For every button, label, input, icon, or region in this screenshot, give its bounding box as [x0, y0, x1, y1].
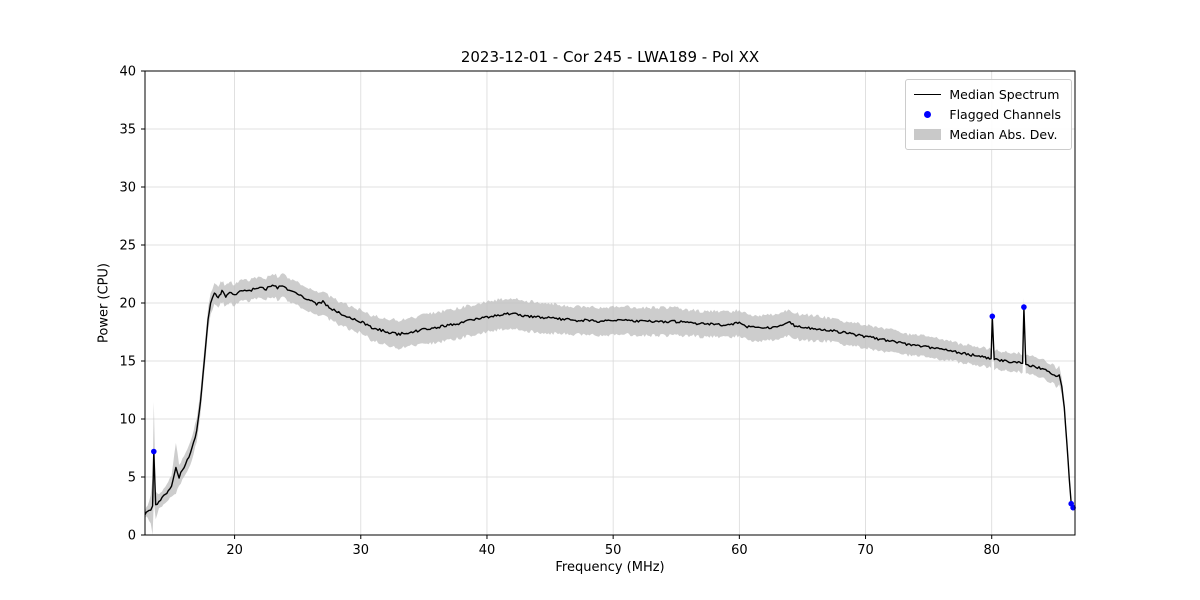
legend-label: Median Abs. Dev.: [949, 127, 1058, 142]
legend-label: Flagged Channels: [949, 107, 1061, 122]
y-tick-label: 5: [128, 471, 136, 486]
mad-band-patch-icon: [914, 129, 942, 140]
y-tick-label: 30: [119, 181, 136, 196]
x-tick-label: 40: [479, 543, 496, 558]
y-tick-label: 25: [119, 239, 136, 254]
x-tick-label: 80: [983, 543, 1000, 558]
x-tick-label: 20: [226, 543, 243, 558]
y-tick-label: 40: [119, 65, 136, 80]
legend: Median Spectrum Flagged Channels Median …: [905, 79, 1072, 150]
mad-band: [145, 273, 1074, 535]
legend-item-median-abs-dev: Median Abs. Dev.: [914, 126, 1061, 143]
flagged-channels: [151, 304, 1076, 511]
x-tick-label: 50: [605, 543, 622, 558]
flagged-channel-dot-icon: [914, 111, 941, 118]
y-tick-label: 35: [119, 123, 136, 138]
flagged-channel-point: [1021, 304, 1027, 310]
legend-item-median-spectrum: Median Spectrum: [914, 86, 1061, 103]
y-tick-label: 15: [119, 355, 136, 370]
chart-title: 2023-12-01 - Cor 245 - LWA189 - Pol XX: [460, 48, 760, 66]
legend-item-flagged-channels: Flagged Channels: [914, 106, 1061, 123]
flagged-channel-point: [1070, 504, 1076, 511]
legend-label: Median Spectrum: [949, 87, 1060, 102]
median-spectrum-line-icon: [914, 94, 942, 95]
median-spectrum-line: [144, 284, 1074, 516]
flagged-channel-point: [989, 313, 996, 320]
y-axis-label: Power (CPU): [96, 262, 112, 344]
y-tick-label: 10: [119, 413, 136, 428]
ticks: 20 30 40 50 60 70 80 0 5 10 15 20 25 30 35 40: [119, 65, 1000, 559]
y-tick-label: 0: [128, 529, 136, 544]
x-tick-label: 60: [731, 543, 748, 558]
x-tick-label: 70: [857, 543, 874, 558]
x-axis-label: Frequency (MHz): [555, 560, 665, 575]
y-tick-label: 20: [119, 297, 136, 312]
flagged-channel-point: [151, 448, 157, 455]
x-tick-label: 30: [353, 543, 370, 558]
